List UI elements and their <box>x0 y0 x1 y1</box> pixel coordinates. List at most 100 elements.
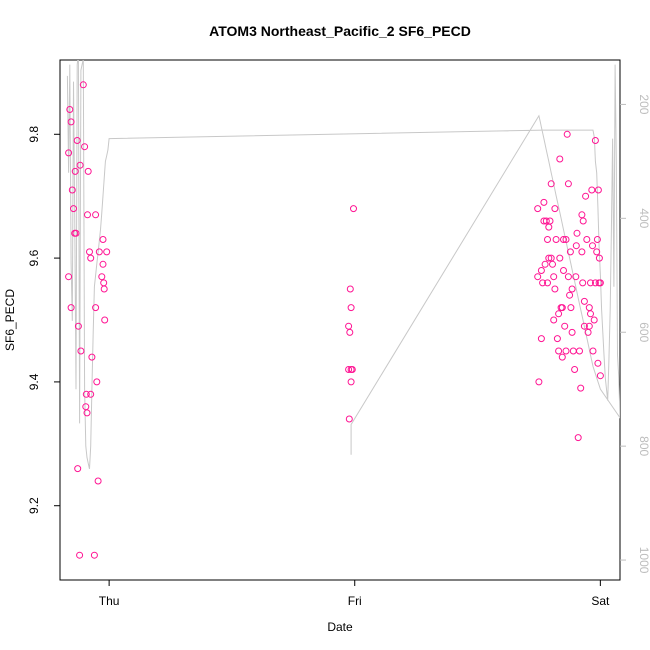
x-axis: Thu Fri Sat <box>99 580 610 608</box>
x-tick-label: Sat <box>591 594 610 608</box>
data-point <box>566 248 574 256</box>
data-point <box>562 347 570 355</box>
data-point <box>71 167 79 175</box>
data-point <box>544 236 551 243</box>
data-point <box>594 359 602 367</box>
data-point <box>555 310 563 318</box>
data-point <box>589 347 597 355</box>
data-point <box>346 285 354 293</box>
data-point <box>535 378 543 386</box>
data-point <box>350 205 357 213</box>
data-point <box>578 211 586 219</box>
data-point <box>582 192 590 200</box>
altitude-line <box>66 60 620 470</box>
data-point <box>558 304 566 312</box>
data-point <box>572 242 580 250</box>
data-point <box>566 291 574 299</box>
data-point <box>65 273 73 281</box>
data-point <box>587 279 594 287</box>
data-point <box>568 328 576 336</box>
data-point <box>542 217 550 225</box>
data-point <box>539 279 547 287</box>
data-point <box>576 347 583 355</box>
data-point <box>346 328 354 336</box>
data-point <box>534 205 542 213</box>
right-y-axis: 200 400 600 800 1000 <box>620 94 650 574</box>
data-point <box>79 81 87 89</box>
y2-tick-label: 400 <box>637 208 650 228</box>
data-point <box>551 205 559 213</box>
data-point <box>596 279 604 287</box>
data-point <box>580 322 588 330</box>
data-point <box>93 378 101 386</box>
data-point <box>84 211 91 219</box>
data-point <box>587 310 594 318</box>
data-point <box>577 384 585 392</box>
data-point <box>567 304 575 312</box>
data-point <box>550 273 558 281</box>
data-point <box>571 366 579 373</box>
left-y-axis: 9.2 9.4 9.6 9.8 <box>27 126 60 514</box>
data-point <box>553 335 561 343</box>
data-point <box>86 248 93 256</box>
data-point <box>537 267 545 274</box>
data-point <box>88 353 96 361</box>
y-tick-label: 9.2 <box>27 497 41 514</box>
plot-area-frame <box>59 59 621 581</box>
y-tick-label: 9.4 <box>27 373 41 390</box>
data-point <box>558 353 566 361</box>
x-tick-label: Fri <box>348 594 362 608</box>
data-point <box>574 434 582 442</box>
y-tick-label: 9.8 <box>27 126 41 143</box>
x-axis-label: Date <box>327 620 353 634</box>
altitude-line-series <box>66 60 620 470</box>
y-tick-label: 9.6 <box>27 249 41 266</box>
data-point <box>70 205 77 213</box>
data-point <box>556 155 564 163</box>
data-point <box>76 551 84 559</box>
data-point <box>562 236 570 243</box>
data-point <box>589 242 596 250</box>
data-point <box>585 322 593 330</box>
chart-title: ATOM3 Northeast_Pacific_2 SF6_PECD <box>209 23 471 39</box>
data-point <box>348 366 356 373</box>
data-point <box>347 304 355 312</box>
data-point <box>541 260 549 268</box>
data-point <box>568 285 576 293</box>
data-point <box>345 366 353 373</box>
data-point <box>67 304 75 312</box>
data-point <box>68 186 76 194</box>
data-point <box>580 297 588 305</box>
x-tick-label: Thu <box>99 594 120 608</box>
data-point <box>345 322 353 330</box>
data-point <box>345 415 353 423</box>
data-point <box>540 198 548 206</box>
data-point <box>585 304 593 312</box>
data-point <box>569 347 577 355</box>
data-point <box>579 217 587 225</box>
data-point <box>560 236 567 243</box>
data-point <box>564 273 572 281</box>
y2-tick-label: 800 <box>637 436 650 456</box>
data-point <box>72 229 80 237</box>
data-point <box>564 180 572 188</box>
data-point <box>552 236 560 243</box>
data-point <box>82 390 90 398</box>
data-point <box>551 285 559 293</box>
data-point <box>90 551 98 559</box>
data-point <box>84 167 92 175</box>
data-point <box>549 260 556 268</box>
data-point <box>591 279 599 287</box>
data-points-series <box>65 81 604 559</box>
data-point <box>67 118 75 126</box>
data-point <box>74 322 82 330</box>
data-point <box>593 248 601 256</box>
data-point <box>594 186 602 194</box>
data-point <box>545 223 553 231</box>
data-point <box>87 254 95 262</box>
data-point <box>595 254 603 262</box>
data-point <box>73 137 81 144</box>
data-point <box>547 254 555 262</box>
data-point <box>588 186 596 194</box>
